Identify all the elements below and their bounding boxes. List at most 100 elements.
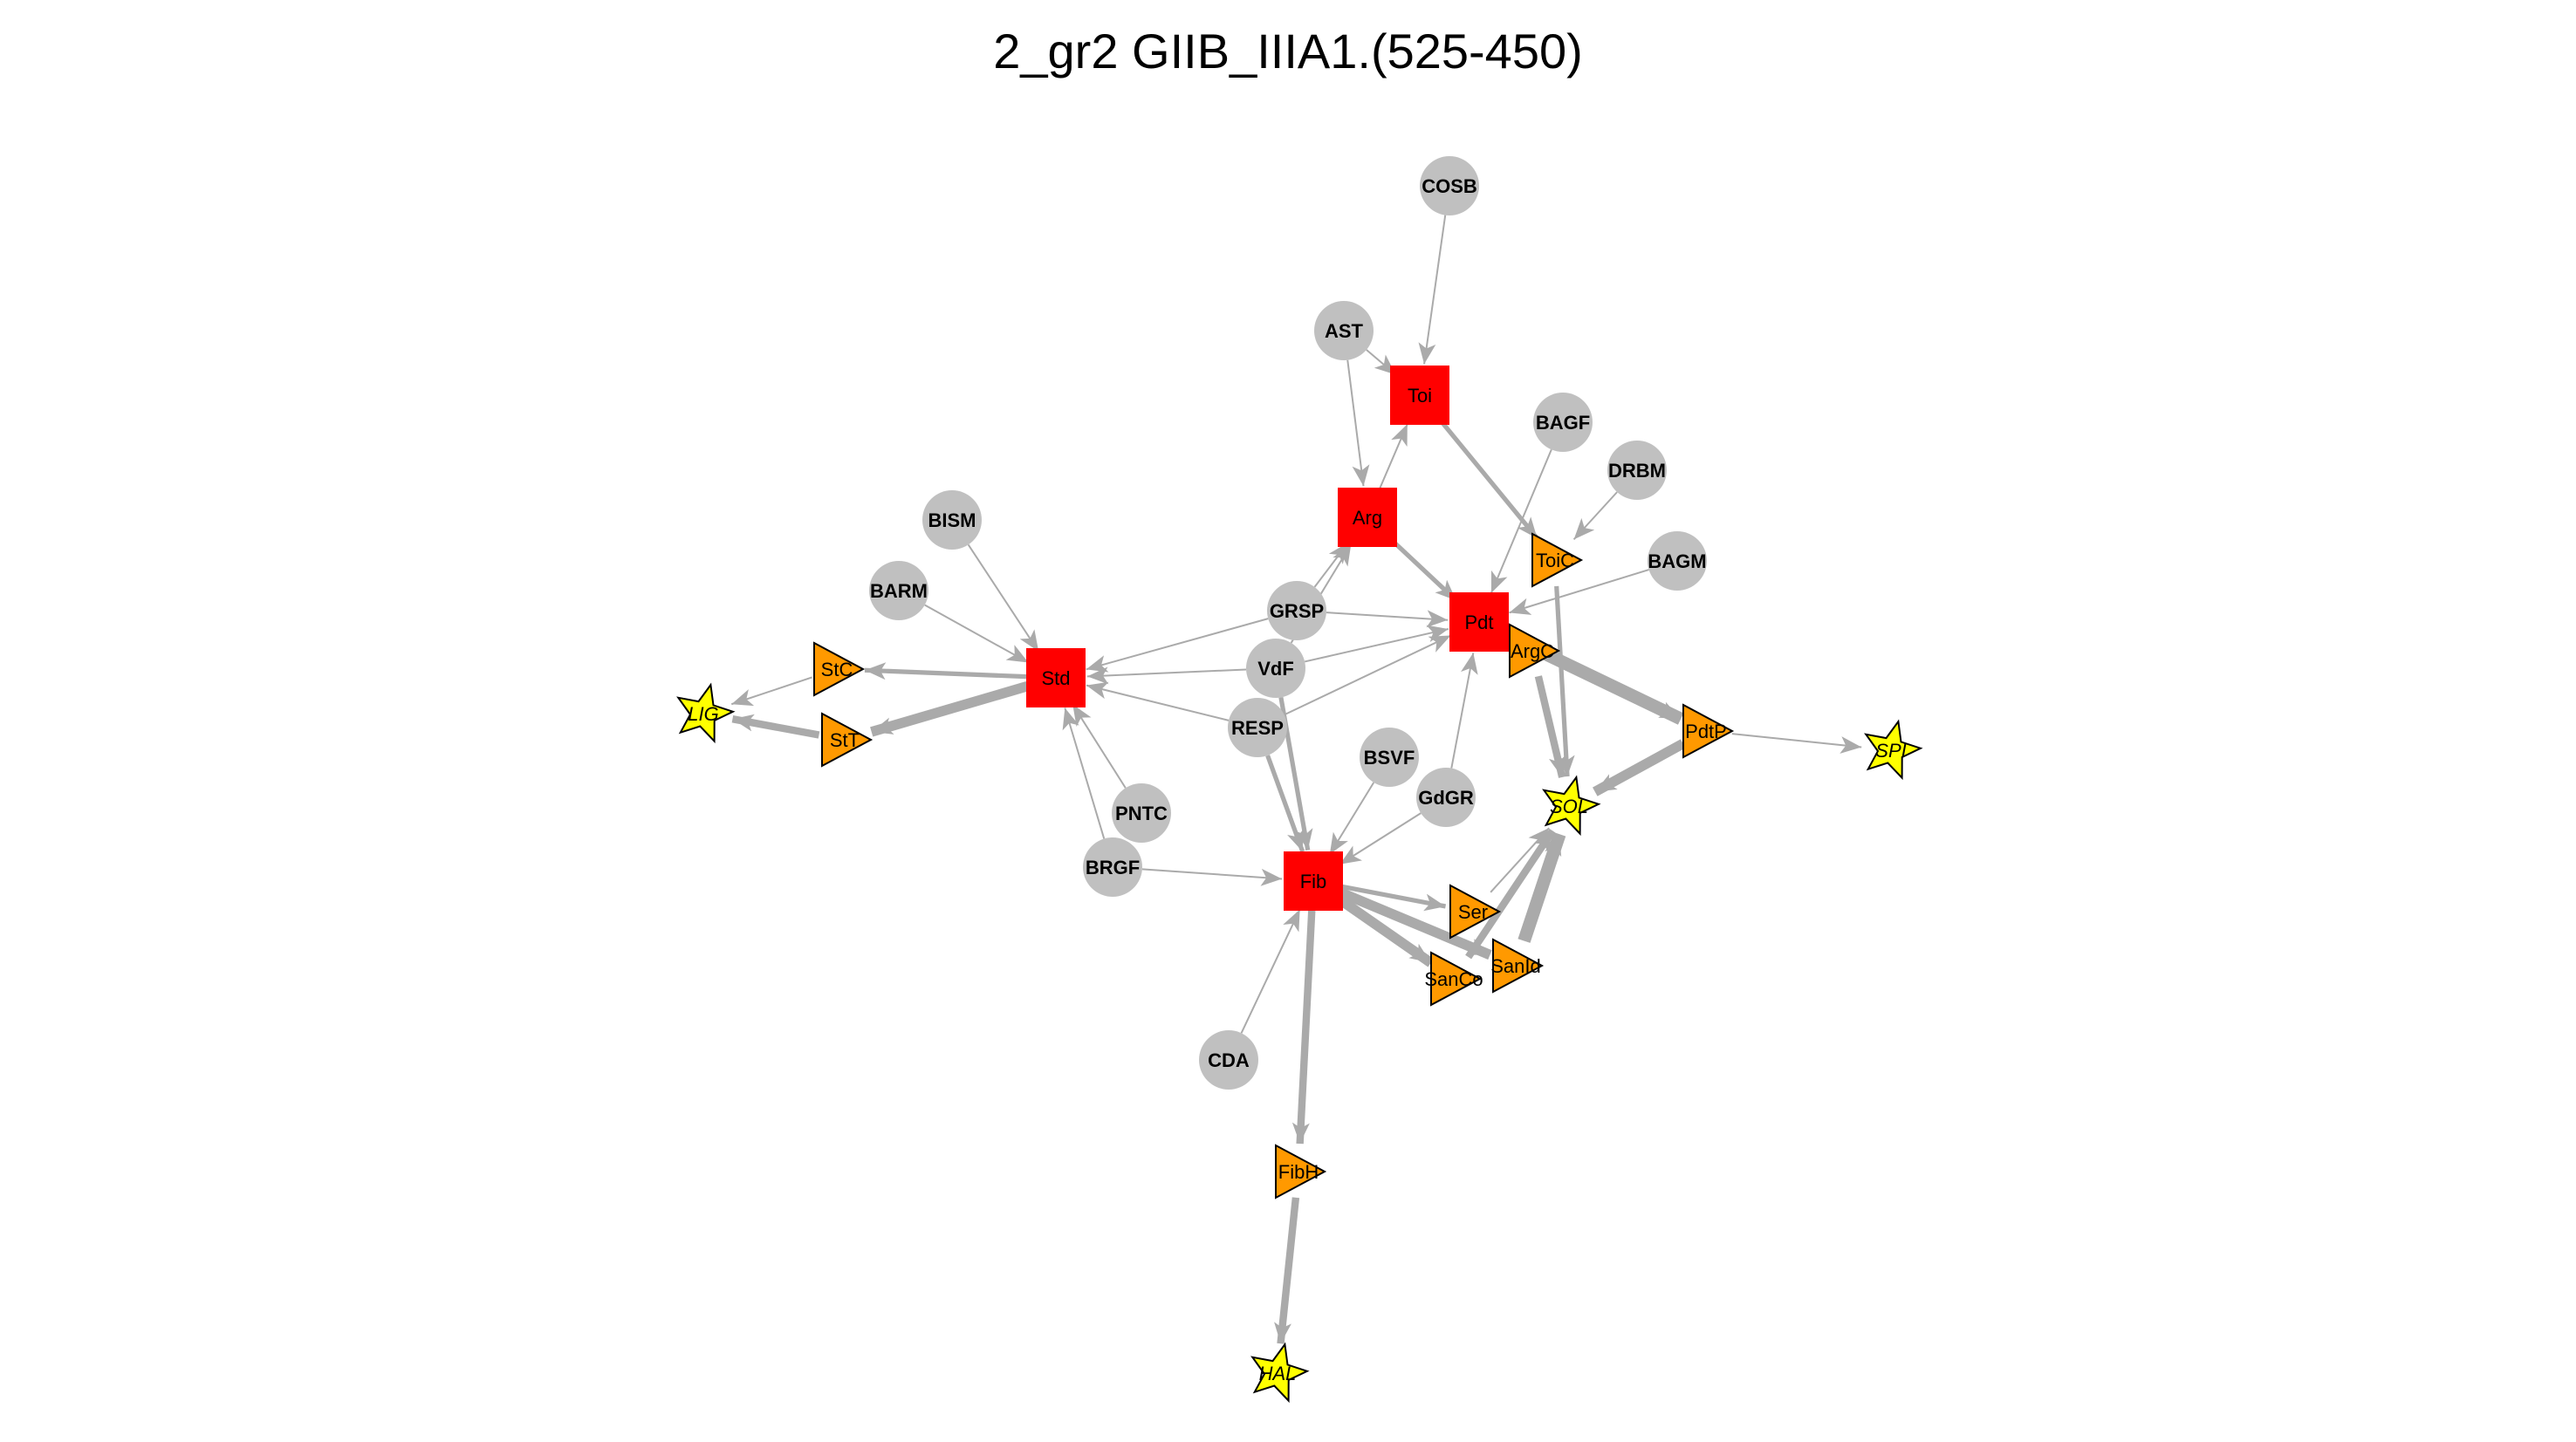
node-pdtp-triangle — [1682, 703, 1735, 759]
node-label-brgf: BRGF — [1086, 857, 1140, 878]
node-sanid-triangle — [1492, 938, 1545, 994]
edge-bsvf-to-fib — [1328, 782, 1375, 855]
edge-fib-to-ser — [1341, 884, 1447, 912]
node-argc: ArgC — [1509, 623, 1561, 679]
node-bagf: BAGF — [1533, 393, 1593, 452]
edge-drbm-to-toic — [1572, 491, 1618, 541]
edge-bagf-to-pdt — [1490, 448, 1552, 594]
edge-resp-to-pdt — [1284, 634, 1451, 716]
node-std-square — [1026, 648, 1086, 707]
node-arg: Arg — [1338, 488, 1397, 547]
node-stt: StT — [821, 712, 874, 768]
node-hal: HAL — [1250, 1342, 1310, 1404]
graph-title: 2_gr2 GIIB_IIIA1.(525-450) — [993, 24, 1583, 79]
node-lig-star — [676, 682, 736, 744]
edge-std-to-stt — [870, 681, 1030, 737]
edge-cda-to-fib — [1240, 909, 1301, 1034]
node-label-sanco: SanCo — [1424, 968, 1483, 990]
node-fibh-triangle — [1275, 1144, 1327, 1199]
node-label-pdt: Pdt — [1464, 612, 1493, 633]
node-label-vdf: VdF — [1257, 658, 1294, 680]
node-label-fib: Fib — [1300, 871, 1327, 892]
node-sol: SOL — [1542, 775, 1601, 837]
edge-fibh-to-hal — [1274, 1197, 1300, 1344]
node-pntc-circle — [1112, 783, 1171, 843]
node-label-pdtp: PdtP — [1685, 721, 1727, 742]
node-drbm: DRBM — [1607, 441, 1667, 500]
node-toi-square — [1390, 366, 1449, 425]
node-bsvf: BSVF — [1360, 728, 1419, 787]
node-stt-triangle — [821, 712, 874, 768]
node-label-pntc: PNTC — [1115, 803, 1168, 824]
node-label-cda: CDA — [1208, 1049, 1250, 1071]
edge-argc-to-sol — [1534, 675, 1566, 778]
edge-stc-to-lig — [730, 676, 812, 707]
node-label-arg: Arg — [1353, 507, 1382, 529]
edge-grsp-to-arg — [1313, 542, 1350, 588]
node-bsvf-circle — [1360, 728, 1419, 787]
node-cosb: COSB — [1420, 156, 1479, 215]
node-brgf-circle — [1083, 837, 1142, 897]
edge-grsp-to-std — [1086, 618, 1269, 673]
edge-pdtp-to-spi — [1731, 733, 1862, 754]
edge-gdgr-to-fib — [1339, 812, 1422, 865]
node-sanco-triangle — [1430, 951, 1483, 1007]
node-toic-triangle — [1531, 532, 1584, 588]
node-label-argc: ArgC — [1511, 640, 1554, 662]
node-bism: BISM — [922, 490, 982, 550]
node-resp-circle — [1228, 698, 1287, 757]
edge-resp-to-std — [1086, 681, 1230, 721]
edge-toic-to-sol — [1554, 585, 1575, 777]
node-ast-circle — [1314, 301, 1374, 360]
node-pdt: Pdt — [1449, 592, 1509, 652]
node-label-sol: SOL — [1550, 796, 1588, 817]
node-gdgr-circle — [1416, 768, 1476, 827]
edge-fib-to-fibh — [1291, 910, 1316, 1145]
node-label-barm: BARM — [870, 580, 928, 602]
node-grsp-circle — [1267, 581, 1326, 640]
node-spi: SPI — [1864, 719, 1923, 781]
edge-brgf-to-fib — [1141, 868, 1283, 886]
edge-brgf-to-std — [1062, 707, 1106, 839]
node-lig: LIG — [676, 682, 736, 744]
node-barm: BARM — [869, 561, 928, 620]
node-sanco: SanCo — [1424, 951, 1483, 1007]
node-bagm: BAGM — [1648, 531, 1707, 591]
node-grsp: GRSP — [1267, 581, 1326, 640]
node-fib-square — [1284, 851, 1343, 911]
node-label-toic: ToiC — [1536, 550, 1574, 571]
node-label-lig: LIG — [688, 703, 718, 725]
node-toic: ToiC — [1531, 532, 1584, 588]
node-stc: StC — [813, 641, 866, 697]
node-label-toi: Toi — [1408, 385, 1432, 407]
node-vdf: VdF — [1246, 639, 1305, 698]
edge-fib-to-sanid — [1339, 887, 1492, 960]
node-hal-star — [1250, 1342, 1310, 1404]
node-cosb-circle — [1420, 156, 1479, 215]
node-sol-star — [1542, 775, 1601, 837]
nodes-layer: COSB AST Toi BAGF DRBM Arg ToiC BAGM BISM BARM GRS… — [676, 156, 1923, 1404]
edge-resp-to-fib — [1265, 755, 1305, 853]
node-label-gdgr: GdGR — [1418, 787, 1474, 809]
node-sanid: SanId — [1490, 938, 1545, 994]
node-bagf-circle — [1533, 393, 1593, 452]
node-bagm-circle — [1648, 531, 1707, 591]
node-barm-circle — [869, 561, 928, 620]
edge-vdf-to-pdt — [1304, 625, 1449, 663]
node-stc-triangle — [813, 641, 866, 697]
node-toi: Toi — [1390, 366, 1449, 425]
edge-sanid-to-sol — [1518, 831, 1566, 943]
node-pntc: PNTC — [1112, 783, 1171, 843]
node-brgf: BRGF — [1083, 837, 1142, 897]
node-label-bsvf: BSVF — [1364, 747, 1415, 769]
node-std: Std — [1026, 648, 1086, 707]
edge-pdtp-to-sol — [1593, 739, 1686, 796]
node-arg-square — [1338, 488, 1397, 547]
node-label-stc: StC — [821, 659, 853, 680]
edge-bism-to-std — [967, 543, 1040, 653]
node-label-grsp: GRSP — [1270, 600, 1324, 622]
node-bism-circle — [922, 490, 982, 550]
node-label-hal: HAL — [1259, 1363, 1297, 1384]
edge-cosb-to-toi — [1418, 215, 1447, 365]
edge-arg-to-toi — [1378, 423, 1408, 491]
